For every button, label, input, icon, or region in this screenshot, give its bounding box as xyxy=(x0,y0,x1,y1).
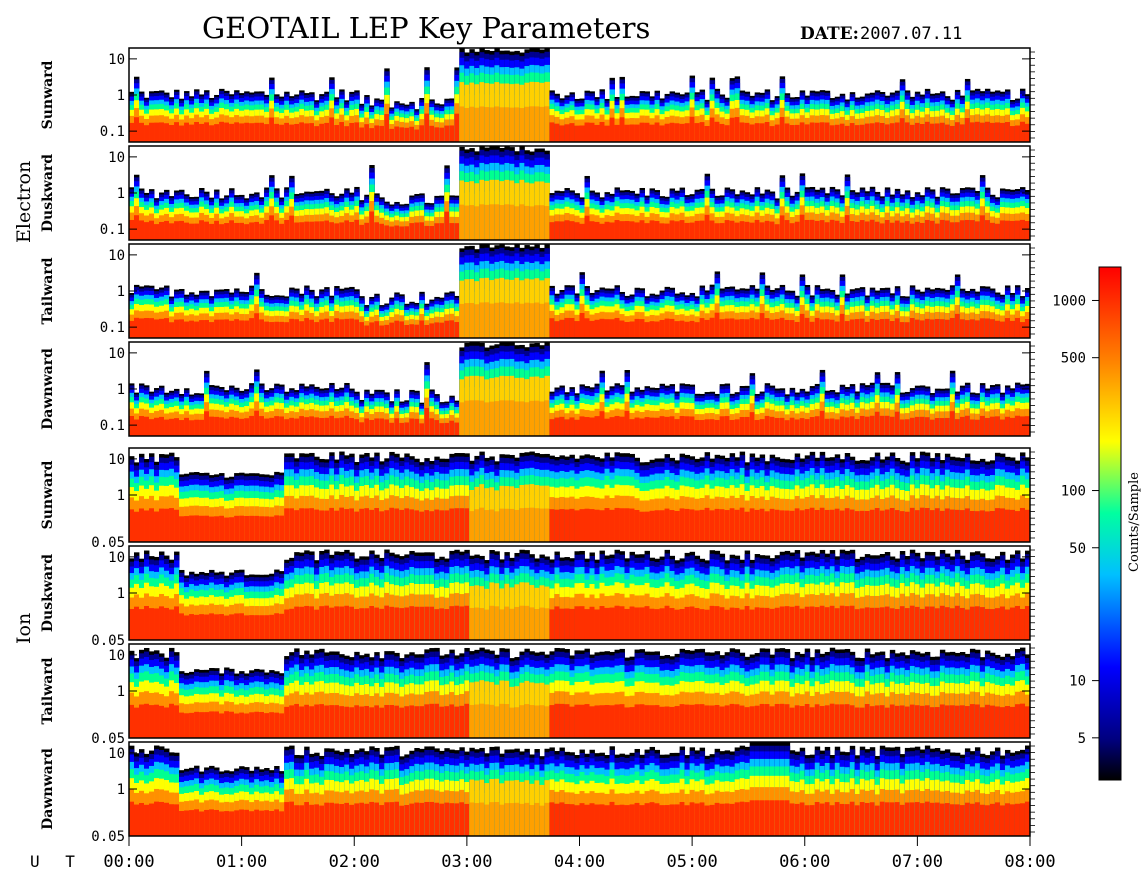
y-tick-label: 0.1 xyxy=(100,222,125,238)
x-tick-label: 04:00 xyxy=(554,852,605,872)
colorbar-label: Counts/Sample xyxy=(1127,472,1142,572)
colorbar-tick-label: 1000 xyxy=(1052,293,1086,309)
panel-electron-duskward: 10 1 0.1 Duskward xyxy=(40,145,1035,241)
y-tick-label: 0.05 xyxy=(91,633,125,649)
y-tick-label: 10 xyxy=(108,550,125,566)
y-tick-label: 10 xyxy=(108,346,125,362)
y-tick-label: 10 xyxy=(108,452,125,468)
y-tick-label: 10 xyxy=(108,648,125,664)
x-axis: U T 00:00 01:00 02:00 03:00 04:00 05:00 06:00 0… xyxy=(30,836,1056,872)
panel-ion-sunward: 10 1 0.05 Sunward xyxy=(40,447,1035,551)
y-tick-label: 10 xyxy=(108,746,125,762)
x-tick-label: 03:00 xyxy=(441,852,492,872)
x-tick-label: 08:00 xyxy=(1004,852,1055,872)
colorbar-tick-label: 500 xyxy=(1061,351,1086,367)
panel-label: Sunward xyxy=(40,60,56,129)
colorbar-tick-label: 10 xyxy=(1069,674,1086,690)
y-tick-label: 1 xyxy=(117,782,125,798)
colorbar: Counts/Sample 1000 500 100 50 10 5 xyxy=(1052,266,1142,781)
x-tick-label: 06:00 xyxy=(779,852,830,872)
chart-title: GEOTAIL LEP Key Parameters xyxy=(202,11,650,45)
y-tick-label: 1 xyxy=(117,684,125,700)
panel-label: Dawnward xyxy=(40,348,56,430)
x-tick-label: 02:00 xyxy=(329,852,380,872)
date-label: DATE: xyxy=(800,24,859,44)
x-tick-label: 07:00 xyxy=(892,852,943,872)
group-label-electron: Electron xyxy=(13,161,35,243)
x-axis-label: U T xyxy=(30,852,83,871)
panel-electron-sunward: 10 1 0.1 Sunward xyxy=(40,47,1035,143)
y-tick-label: 0.05 xyxy=(91,535,125,551)
date-value: 2007.07.11 xyxy=(860,24,962,44)
panel-label: Duskward xyxy=(40,554,56,632)
colorbar-tick-label: 100 xyxy=(1061,484,1086,500)
colorbar-tick-label: 50 xyxy=(1069,541,1086,557)
y-tick-label: 1 xyxy=(117,284,125,300)
y-tick-label: 1 xyxy=(117,88,125,104)
panel-electron-dawnward: 10 1 0.1 Dawnward xyxy=(40,341,1035,437)
colorbar-tick-label: 5 xyxy=(1078,731,1086,747)
y-tick-label: 10 xyxy=(108,52,125,68)
panel-label: Tailward xyxy=(40,257,56,324)
y-tick-label: 0.1 xyxy=(100,124,125,140)
colorbar-gradient xyxy=(1098,266,1122,781)
spectrogram-panels: 10 1 0.1 Sunward 10 1 0.1 Duskward 10 1 0.1 Tailwar… xyxy=(40,47,1035,845)
y-tick-label: 1 xyxy=(117,586,125,602)
panel-label: Dawnward xyxy=(40,748,56,830)
x-tick-label: 05:00 xyxy=(667,852,718,872)
y-tick-label: 0.1 xyxy=(100,320,125,336)
panel-electron-tailward: 10 1 0.1 Tailward xyxy=(40,243,1035,339)
panel-label: Tailward xyxy=(40,657,56,724)
group-label-ion: Ion xyxy=(13,613,35,644)
y-tick-label: 0.05 xyxy=(91,731,125,747)
panel-ion-duskward: 10 1 0.05 Duskward xyxy=(40,545,1035,649)
x-tick-label: 00:00 xyxy=(103,852,154,872)
y-tick-label: 10 xyxy=(108,150,125,166)
y-tick-label: 10 xyxy=(108,248,125,264)
panel-label: Duskward xyxy=(40,154,56,232)
y-tick-label: 1 xyxy=(117,488,125,504)
y-tick-label: 0.05 xyxy=(91,829,125,845)
panel-ion-dawnward: 10 1 0.05 Dawnward xyxy=(40,741,1035,845)
y-tick-label: 1 xyxy=(117,382,125,398)
y-tick-label: 0.1 xyxy=(100,418,125,434)
x-tick-label: 01:00 xyxy=(216,852,267,872)
panel-label: Sunward xyxy=(40,460,56,529)
y-tick-label: 1 xyxy=(117,186,125,202)
panel-ion-tailward: 10 1 0.05 Tailward xyxy=(40,643,1035,747)
